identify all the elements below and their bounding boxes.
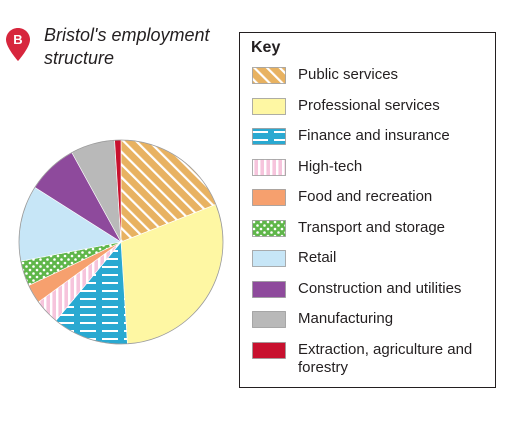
legend-swatch <box>252 250 286 267</box>
legend-item-manufacturing: Manufacturing <box>252 310 494 341</box>
legend-swatch <box>252 67 286 84</box>
figure-label-letter: B <box>13 32 22 47</box>
legend-list: Public services Professional services Fina… <box>252 66 494 376</box>
legend-swatch <box>252 280 286 298</box>
legend-label: Food and recreation <box>298 188 433 205</box>
map-pin-icon <box>6 28 30 61</box>
legend-item-food-and-recreation: Food and recreation <box>252 188 494 219</box>
legend-label: Professional services <box>298 96 440 114</box>
legend-item-extraction-agriculture-and-forestry: Extraction, agriculture and forestry <box>252 341 494 376</box>
legend-item-public-services: Public services <box>252 66 494 97</box>
legend-item-professional-services: Professional services <box>252 97 494 128</box>
legend-swatch <box>252 341 286 359</box>
legend-swatch <box>252 158 286 176</box>
legend-label: Construction and utilities <box>298 279 462 297</box>
legend-swatch <box>252 219 286 237</box>
chart-title-line-1: Bristol's employment <box>44 25 210 45</box>
pie-chart <box>14 135 228 349</box>
legend-item-construction-and-utilities: Construction and utilities <box>252 280 494 311</box>
legend-item-finance-and-insurance: Finance and insurance <box>252 127 494 158</box>
pie-svg <box>18 139 224 345</box>
figure-label-marker: B <box>6 28 30 61</box>
legend-label: High-tech <box>298 157 363 175</box>
legend-swatch <box>252 128 286 145</box>
legend-label: Transport and storage <box>298 218 446 236</box>
legend-swatch <box>252 311 286 328</box>
legend-item-retail: Retail <box>252 249 494 280</box>
legend-swatch <box>252 97 286 115</box>
legend-heading: Key <box>251 39 281 56</box>
pie-outline <box>18 139 224 345</box>
legend-swatch <box>252 189 286 206</box>
legend-item-transport-and-storage: Transport and storage <box>252 219 494 250</box>
legend-label: Public services <box>298 66 399 83</box>
legend-label: Manufacturing <box>298 310 394 327</box>
legend-label: Extraction, agriculture and forestry <box>298 340 473 376</box>
chart-title: Bristol's employment structure <box>44 24 244 70</box>
chart-title-line-2: structure <box>44 48 115 68</box>
legend-label: Finance and insurance <box>298 127 450 144</box>
legend-label: Retail <box>298 249 337 266</box>
legend-item-high-tech: High-tech <box>252 158 494 189</box>
legend: Key Public services Professional services… <box>239 32 496 388</box>
